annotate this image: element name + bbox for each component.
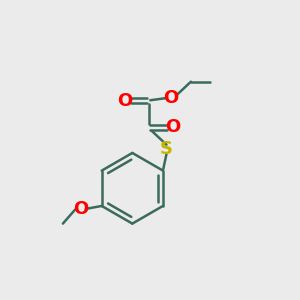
Text: O: O bbox=[163, 89, 178, 107]
Text: O: O bbox=[165, 118, 180, 136]
Text: O: O bbox=[118, 92, 133, 110]
Text: O: O bbox=[73, 200, 88, 218]
Text: S: S bbox=[160, 140, 173, 158]
